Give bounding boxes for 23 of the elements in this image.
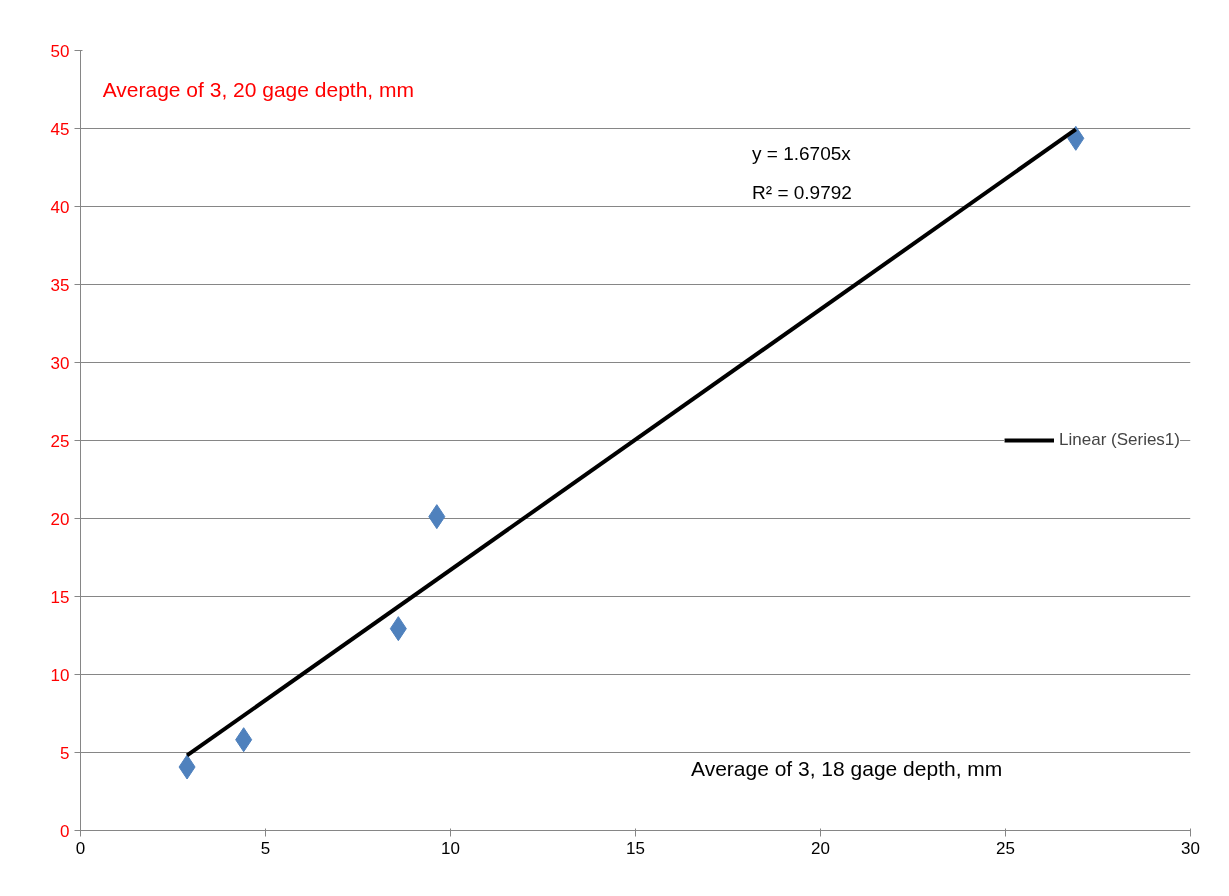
y-tick-label: 25	[50, 431, 70, 451]
x-tick-label: 25	[996, 838, 1015, 858]
x-tick-label: 5	[260, 838, 271, 858]
x-tick-label: 15	[626, 838, 645, 858]
y-tick-label: 15	[50, 587, 70, 607]
y-tick-label: 5	[60, 743, 70, 763]
y-axis-title: Average of 3, 20 gage depth, mm	[102, 78, 415, 102]
x-tick-label: 10	[441, 838, 460, 858]
y-tick-label: 0	[60, 821, 70, 841]
x-tick-label: 20	[811, 838, 830, 858]
x-axis-title: Average of 3, 18 gage depth, mm	[691, 756, 1003, 780]
y-tick-label: 10	[50, 665, 70, 685]
y-tick-label: 35	[50, 275, 70, 295]
y-tick-label: 30	[50, 353, 70, 373]
x-tick-label: 0	[75, 838, 86, 858]
annotation: y = 1.6705x	[752, 142, 852, 164]
y-tick-label: 20	[50, 509, 70, 529]
legend-label: Linear (Series1)	[1059, 430, 1180, 450]
annotation: R² = 0.9792	[752, 181, 852, 203]
x-tick-label: 30	[1181, 838, 1200, 858]
y-tick-label: 45	[50, 119, 70, 139]
y-tick-label: 50	[50, 41, 70, 61]
y-tick-label: 40	[50, 197, 70, 217]
